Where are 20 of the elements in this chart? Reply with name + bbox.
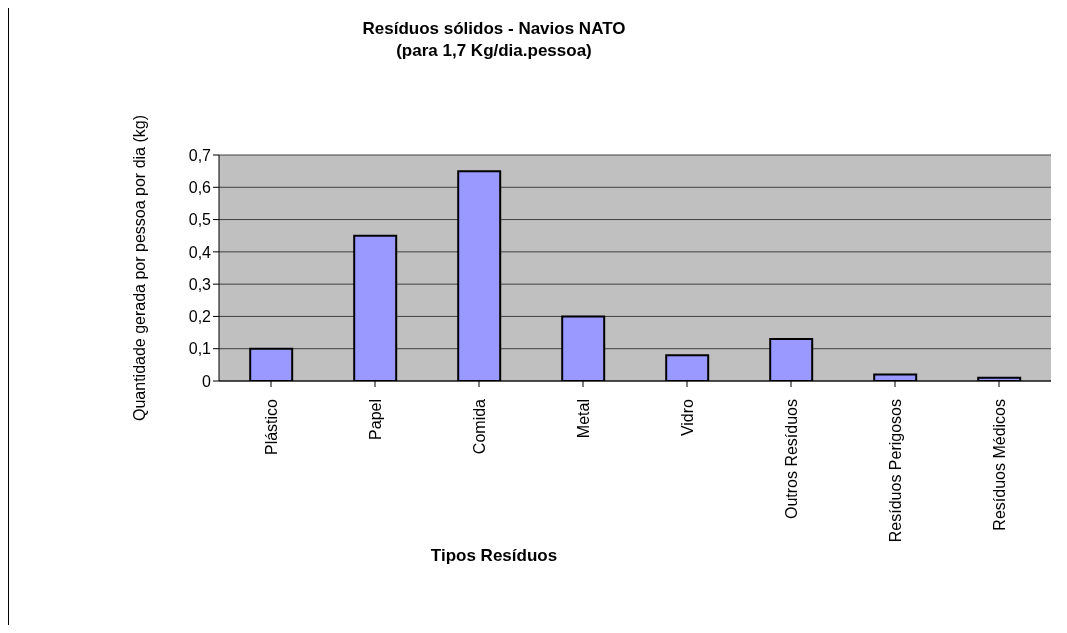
x-tick-label: Resíduos Perigosos xyxy=(886,399,904,543)
y-tick-label: 0,7 xyxy=(188,146,212,164)
y-tick-label: 0,5 xyxy=(188,211,212,229)
y-tick-label: 0,6 xyxy=(188,178,212,196)
y-tick-label: 0,1 xyxy=(188,340,212,358)
y-tick-label: 0,2 xyxy=(188,308,212,326)
x-tick-label: Outros Resíduos xyxy=(782,399,800,520)
x-tick-label: Vidro xyxy=(678,398,696,437)
x-tick-label: Metal xyxy=(574,399,592,439)
y-tick-label: 0,4 xyxy=(188,243,212,261)
x-tick-label: Papel xyxy=(366,399,384,440)
chart-subtitle: (para 1,7 Kg/dia.pessoa) xyxy=(395,40,593,62)
x-tick-label: Plástico xyxy=(262,398,280,456)
x-tick-label: Resíduos Médicos xyxy=(990,399,1008,531)
y-tick-label: 0,3 xyxy=(188,275,212,293)
x-tick-label: Comida xyxy=(470,398,488,455)
y-axis-title: Quantidade gerada por pessoa por dia (kg) xyxy=(130,115,148,421)
chart-title: Resíduos sólidos - Navios NATO xyxy=(361,18,627,40)
x-axis-title: Tipos Resíduos xyxy=(429,546,559,566)
y-tick-label: 0 xyxy=(202,372,212,390)
